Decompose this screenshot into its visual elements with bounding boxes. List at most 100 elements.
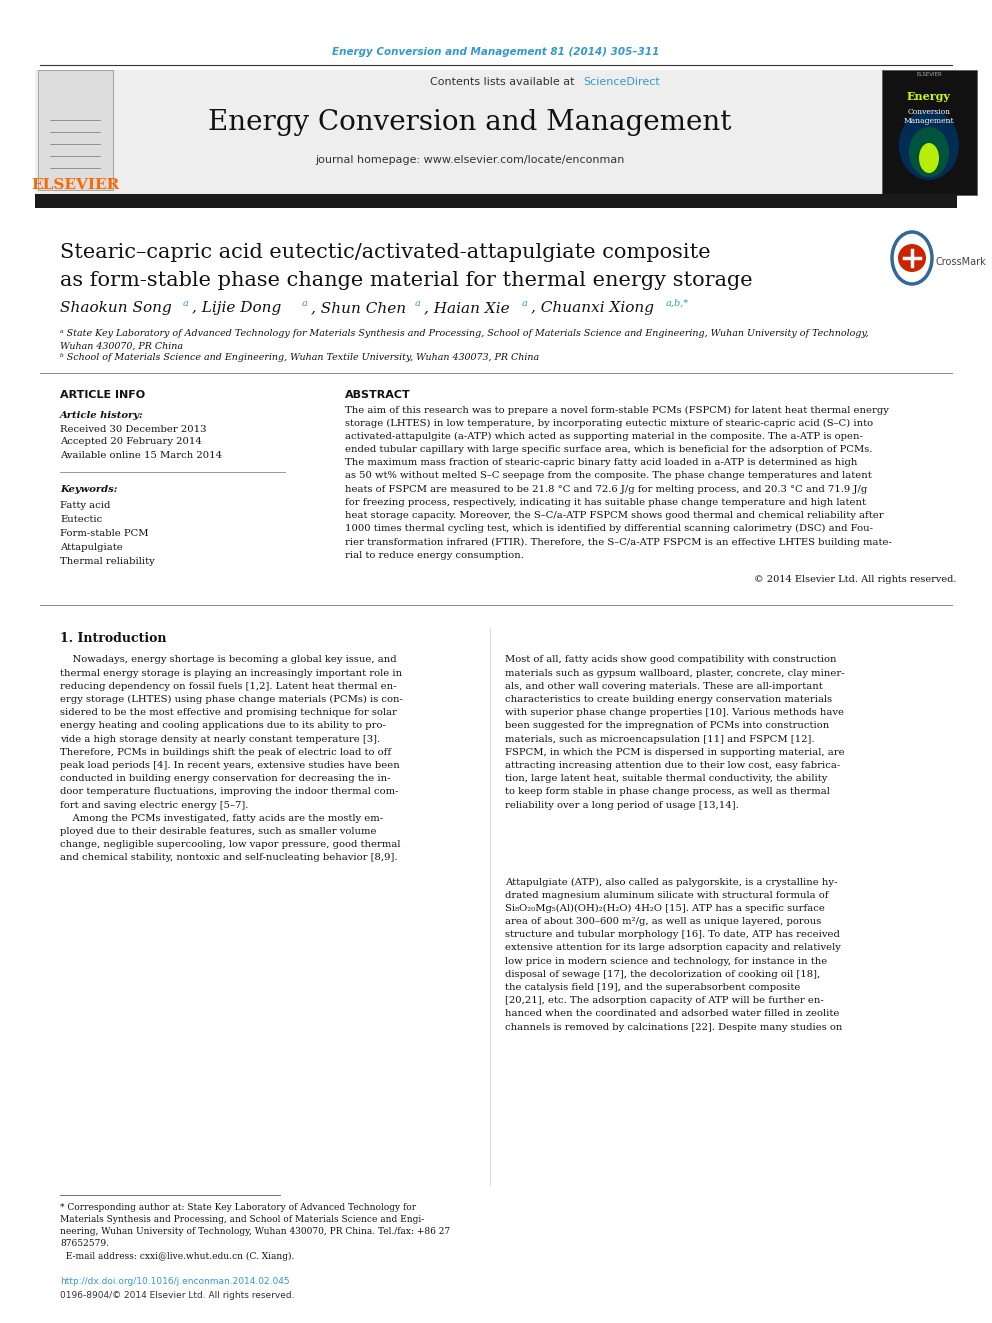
Text: ᵃ State Key Laboratory of Advanced Technology for Materials Synthesis and Proces: ᵃ State Key Laboratory of Advanced Techn…	[60, 328, 869, 337]
Text: a: a	[302, 299, 308, 307]
Text: Energy Conversion and Management: Energy Conversion and Management	[208, 108, 732, 135]
Text: ELSEVIER: ELSEVIER	[917, 73, 941, 78]
Text: journal homepage: www.elsevier.com/locate/enconman: journal homepage: www.elsevier.com/locat…	[315, 155, 625, 165]
Text: Most of all, fatty acids show good compatibility with construction: Most of all, fatty acids show good compa…	[505, 655, 836, 664]
Text: Thermal reliability: Thermal reliability	[60, 557, 155, 565]
Text: ergy storage (LHTES) using phase change materials (PCMs) is con-: ergy storage (LHTES) using phase change …	[60, 695, 403, 704]
Text: rial to reduce energy consumption.: rial to reduce energy consumption.	[345, 550, 524, 560]
Text: change, negligible supercooling, low vapor pressure, good thermal: change, negligible supercooling, low vap…	[60, 840, 401, 849]
Text: ELSEVIER: ELSEVIER	[31, 179, 119, 192]
Text: 0196-8904/© 2014 Elsevier Ltd. All rights reserved.: 0196-8904/© 2014 Elsevier Ltd. All right…	[60, 1290, 295, 1299]
Text: attracting increasing attention due to their low cost, easy fabrica-: attracting increasing attention due to t…	[505, 761, 840, 770]
Text: ABSTRACT: ABSTRACT	[345, 390, 411, 400]
Text: FSPCM, in which the PCM is dispersed in supporting material, are: FSPCM, in which the PCM is dispersed in …	[505, 747, 844, 757]
Text: a: a	[415, 299, 421, 307]
Text: © 2014 Elsevier Ltd. All rights reserved.: © 2014 Elsevier Ltd. All rights reserved…	[755, 576, 957, 585]
Circle shape	[898, 243, 926, 273]
Text: 87652579.: 87652579.	[60, 1240, 109, 1249]
Text: sidered to be the most effective and promising technique for solar: sidered to be the most effective and pro…	[60, 708, 397, 717]
Text: Among the PCMs investigated, fatty acids are the mostly em-: Among the PCMs investigated, fatty acids…	[60, 814, 383, 823]
Text: low price in modern science and technology, for instance in the: low price in modern science and technolo…	[505, 957, 827, 966]
Text: Shaokun Song: Shaokun Song	[60, 302, 172, 315]
Text: * Corresponding author at: State Key Laboratory of Advanced Technology for: * Corresponding author at: State Key Lab…	[60, 1204, 416, 1212]
Text: Eutectic: Eutectic	[60, 515, 102, 524]
Text: channels is removed by calcinations [22]. Despite many studies on: channels is removed by calcinations [22]…	[505, 1023, 842, 1032]
FancyBboxPatch shape	[882, 70, 977, 194]
Text: Materials Synthesis and Processing, and School of Materials Science and Engi-: Materials Synthesis and Processing, and …	[60, 1216, 425, 1225]
Text: a: a	[522, 299, 528, 307]
Text: , Chuanxi Xiong: , Chuanxi Xiong	[531, 302, 654, 315]
Text: Wuhan 430070, PR China: Wuhan 430070, PR China	[60, 341, 183, 351]
Text: Form-stable PCM: Form-stable PCM	[60, 528, 149, 537]
Text: Nowadays, energy shortage is becoming a global key issue, and: Nowadays, energy shortage is becoming a …	[60, 655, 397, 664]
Text: a,b,*: a,b,*	[666, 299, 689, 307]
Text: http://dx.doi.org/10.1016/j.enconman.2014.02.045: http://dx.doi.org/10.1016/j.enconman.201…	[60, 1278, 290, 1286]
Text: drated magnesium aluminum silicate with structural formula of: drated magnesium aluminum silicate with …	[505, 890, 828, 900]
Text: als, and other wall covering materials. These are all-important: als, and other wall covering materials. …	[505, 681, 822, 691]
Text: materials, such as microencapsulation [11] and FSPCM [12].: materials, such as microencapsulation [1…	[505, 734, 814, 744]
Bar	[38, 70, 113, 191]
Text: Available online 15 March 2014: Available online 15 March 2014	[60, 451, 222, 459]
Text: door temperature fluctuations, improving the indoor thermal com-: door temperature fluctuations, improving…	[60, 787, 399, 796]
Text: to keep form stable in phase change process, as well as thermal: to keep form stable in phase change proc…	[505, 787, 830, 796]
Text: The aim of this research was to prepare a novel form-stable PCMs (FSPCM) for lat: The aim of this research was to prepare …	[345, 405, 889, 414]
Text: 1000 times thermal cycling test, which is identified by differential scanning ca: 1000 times thermal cycling test, which i…	[345, 524, 873, 533]
Text: fort and saving electric energy [5–7].: fort and saving electric energy [5–7].	[60, 800, 248, 810]
Text: area of about 300–600 m²/g, as well as unique layered, porous: area of about 300–600 m²/g, as well as u…	[505, 917, 821, 926]
Text: Si₈O₂₀Mg₅(Al)(OH)₂(H₂O) 4H₂O [15]. ATP has a specific surface: Si₈O₂₀Mg₅(Al)(OH)₂(H₂O) 4H₂O [15]. ATP h…	[505, 904, 825, 913]
Text: structure and tubular morphology [16]. To date, ATP has received: structure and tubular morphology [16]. T…	[505, 930, 840, 939]
Text: and chemical stability, nontoxic and self-nucleating behavior [8,9].: and chemical stability, nontoxic and sel…	[60, 853, 398, 863]
Text: Attapulgiate: Attapulgiate	[60, 542, 123, 552]
Text: energy heating and cooling applications due to its ability to pro-: energy heating and cooling applications …	[60, 721, 386, 730]
Text: as 50 wt% without melted S–C seepage from the composite. The phase change temper: as 50 wt% without melted S–C seepage fro…	[345, 471, 872, 480]
Text: for freezing process, respectively, indicating it has suitable phase change temp: for freezing process, respectively, indi…	[345, 497, 866, 507]
Text: The maximum mass fraction of stearic-capric binary fatty acid loaded in a-ATP is: The maximum mass fraction of stearic-cap…	[345, 458, 857, 467]
Text: a: a	[183, 299, 188, 307]
Text: ended tubular capillary with large specific surface area, which is beneficial fo: ended tubular capillary with large speci…	[345, 445, 872, 454]
Text: vide a high storage density at nearly constant temperature [3].: vide a high storage density at nearly co…	[60, 734, 380, 744]
Text: , Lijie Dong: , Lijie Dong	[192, 302, 282, 315]
Text: Keywords:: Keywords:	[60, 486, 117, 495]
Text: with superior phase change properties [10]. Various methods have: with superior phase change properties [1…	[505, 708, 844, 717]
Text: peak load periods [4]. In recent years, extensive studies have been: peak load periods [4]. In recent years, …	[60, 761, 400, 770]
Text: reducing dependency on fossil fuels [1,2]. Latent heat thermal en-: reducing dependency on fossil fuels [1,2…	[60, 681, 397, 691]
Ellipse shape	[909, 127, 949, 177]
Text: Therefore, PCMs in buildings shift the peak of electric load to off: Therefore, PCMs in buildings shift the p…	[60, 747, 391, 757]
Text: Energy: Energy	[907, 91, 951, 102]
Text: , Haian Xie: , Haian Xie	[424, 302, 510, 315]
Text: Accepted 20 February 2014: Accepted 20 February 2014	[60, 438, 202, 446]
Text: [20,21], etc. The adsorption capacity of ATP will be further en-: [20,21], etc. The adsorption capacity of…	[505, 996, 823, 1005]
Text: Contents lists available at: Contents lists available at	[430, 77, 578, 87]
Text: ScienceDirect: ScienceDirect	[583, 77, 661, 87]
Text: thermal energy storage is playing an increasingly important role in: thermal energy storage is playing an inc…	[60, 668, 402, 677]
Text: neering, Wuhan University of Technology, Wuhan 430070, PR China. Tel./fax: +86 2: neering, Wuhan University of Technology,…	[60, 1228, 450, 1237]
Text: ᵇ School of Materials Science and Engineering, Wuhan Textile University, Wuhan 4: ᵇ School of Materials Science and Engine…	[60, 353, 539, 363]
Text: extensive attention for its large adsorption capacity and relatively: extensive attention for its large adsorp…	[505, 943, 841, 953]
Ellipse shape	[899, 110, 959, 180]
Text: Received 30 December 2013: Received 30 December 2013	[60, 425, 206, 434]
Text: 1. Introduction: 1. Introduction	[60, 631, 167, 644]
Text: storage (LHTES) in low temperature, by incorporating eutectic mixture of stearic: storage (LHTES) in low temperature, by i…	[345, 418, 873, 427]
Text: characteristics to create building energy conservation materials: characteristics to create building energ…	[505, 695, 832, 704]
Text: rier transformation infrared (FTIR). Therefore, the S–C/a-ATP FSPCM is an effect: rier transformation infrared (FTIR). The…	[345, 537, 892, 546]
Text: tion, large latent heat, suitable thermal conductivity, the ability: tion, large latent heat, suitable therma…	[505, 774, 827, 783]
Text: materials such as gypsum wallboard, plaster, concrete, clay miner-: materials such as gypsum wallboard, plas…	[505, 668, 844, 677]
Text: ployed due to their desirable features, such as smaller volume: ployed due to their desirable features, …	[60, 827, 377, 836]
Text: Conversion: Conversion	[908, 108, 950, 116]
Text: heats of FSPCM are measured to be 21.8 °C and 72.6 J/g for melting process, and : heats of FSPCM are measured to be 21.8 °…	[345, 484, 867, 493]
Text: E-mail address: cxxi@live.whut.edu.cn (C. Xiang).: E-mail address: cxxi@live.whut.edu.cn (C…	[60, 1252, 295, 1261]
Text: Article history:: Article history:	[60, 410, 144, 419]
Text: hanced when the coordinated and adsorbed water filled in zeolite: hanced when the coordinated and adsorbed…	[505, 1009, 839, 1019]
Text: as form-stable phase change material for thermal energy storage: as form-stable phase change material for…	[60, 270, 753, 290]
Text: Management: Management	[904, 116, 954, 124]
Ellipse shape	[919, 143, 939, 173]
Text: Energy Conversion and Management 81 (2014) 305–311: Energy Conversion and Management 81 (201…	[332, 48, 660, 57]
Bar	[35, 194, 957, 208]
Text: been suggested for the impregnation of PCMs into construction: been suggested for the impregnation of P…	[505, 721, 829, 730]
Text: , Shun Chen: , Shun Chen	[311, 302, 406, 315]
Text: activated-attapulgite (a-ATP) which acted as supporting material in the composit: activated-attapulgite (a-ATP) which acte…	[345, 431, 863, 441]
Text: the catalysis field [19], and the superabsorbent composite: the catalysis field [19], and the supera…	[505, 983, 801, 992]
Text: ARTICLE INFO: ARTICLE INFO	[60, 390, 145, 400]
Text: heat storage capacity. Moreover, the S–C/a-ATP FSPCM shows good thermal and chem: heat storage capacity. Moreover, the S–C…	[345, 511, 884, 520]
Text: Fatty acid: Fatty acid	[60, 500, 110, 509]
